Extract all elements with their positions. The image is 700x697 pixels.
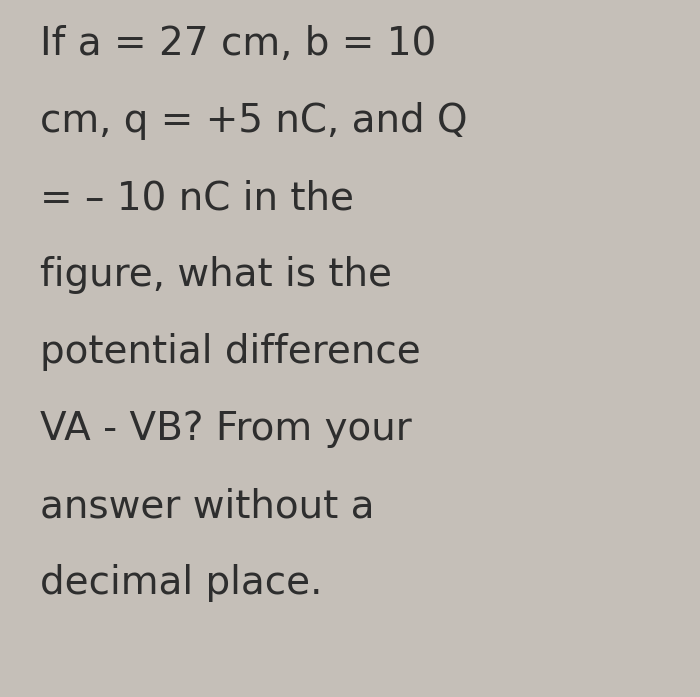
Text: VA - VB? From your: VA - VB? From your — [40, 410, 412, 448]
Text: potential difference: potential difference — [40, 333, 421, 371]
Text: decimal place.: decimal place. — [40, 564, 323, 602]
Text: answer without a: answer without a — [40, 487, 374, 525]
Text: = – 10 nC in the: = – 10 nC in the — [40, 179, 354, 217]
Text: If a = 27 cm, b = 10: If a = 27 cm, b = 10 — [40, 25, 436, 63]
Text: cm, q = +5 nC, and Q: cm, q = +5 nC, and Q — [40, 102, 468, 140]
Text: figure, what is the: figure, what is the — [40, 256, 392, 294]
